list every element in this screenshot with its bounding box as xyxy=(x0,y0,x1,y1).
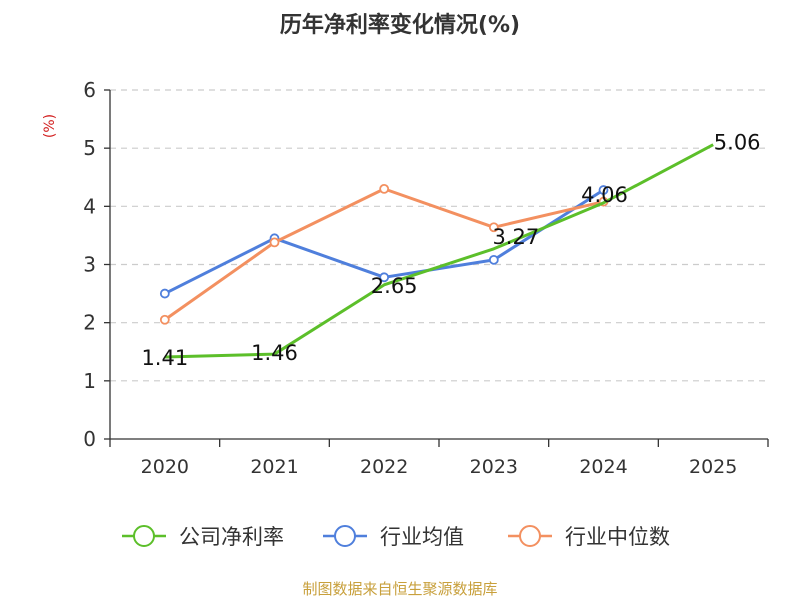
legend-item-2[interactable]: 行业中位数 xyxy=(508,525,670,549)
data-label-2020: 1.41 xyxy=(141,346,188,370)
series-line-0 xyxy=(164,143,714,359)
legend-marker-0 xyxy=(133,525,155,547)
axes: 0 1 2 3 4 5 6 2020 2021 2022 2023 2024 2025 xyxy=(83,78,769,478)
series-2-point-2022 xyxy=(379,183,390,194)
legend-item-0[interactable]: 公司净利率 xyxy=(122,525,284,549)
series-line-2 xyxy=(163,187,604,321)
y-tick-label-0: 0 xyxy=(83,427,96,451)
y-tick-label-1: 1 xyxy=(83,369,96,393)
x-tick-label-2025: 2025 xyxy=(689,456,737,478)
data-label-2022: 2.65 xyxy=(371,274,418,298)
legend-label-0: 公司净利率 xyxy=(179,525,284,549)
series-1-point-2023 xyxy=(488,254,499,265)
y-tick-label-6: 6 xyxy=(83,78,96,102)
x-tick-label-2020: 2020 xyxy=(141,456,189,478)
x-tick-label-2024: 2024 xyxy=(579,456,627,478)
data-label-2024: 4.06 xyxy=(581,183,628,207)
grid-lines xyxy=(110,89,768,382)
legend-marker-2 xyxy=(519,525,541,547)
y-axis-unit: (%) xyxy=(42,114,58,138)
series-1-point-2024 xyxy=(598,185,609,195)
y-tick-label-5: 5 xyxy=(83,136,96,160)
legend-item-1[interactable]: 行业均值 xyxy=(323,525,464,549)
legend-marker-1 xyxy=(334,525,356,547)
x-tick-label-2022: 2022 xyxy=(360,456,408,478)
series-2-point-2020 xyxy=(159,314,170,325)
data-label-2025: 5.06 xyxy=(714,131,761,155)
y-tick-label-3: 3 xyxy=(83,253,96,277)
legend[interactable]: 公司净利率 行业均值 行业中位数 xyxy=(122,525,670,549)
chart-title: 历年净利率变化情况(%) xyxy=(280,12,520,38)
data-label-2021: 1.46 xyxy=(251,341,298,365)
y-tick-label-4: 4 xyxy=(83,194,96,218)
series-1-point-2020 xyxy=(159,288,170,299)
legend-label-2: 行业中位数 xyxy=(565,525,670,549)
y-tick-label-2: 2 xyxy=(83,311,96,335)
series-2-point-2023 xyxy=(488,222,499,233)
source-note: 制图数据来自恒生聚源数据库 xyxy=(302,580,497,598)
series-lines xyxy=(159,143,714,359)
x-tick-label-2023: 2023 xyxy=(470,456,518,478)
series-1-point-2022 xyxy=(379,272,390,283)
data-label-2023: 3.27 xyxy=(492,225,539,249)
legend-label-1: 行业均值 xyxy=(380,525,464,549)
x-tick-label-2021: 2021 xyxy=(250,456,298,478)
data-labels: 1.41 1.46 2.65 3.27 4.06 5.06 xyxy=(141,131,760,370)
series-2-point-2021 xyxy=(269,237,280,248)
